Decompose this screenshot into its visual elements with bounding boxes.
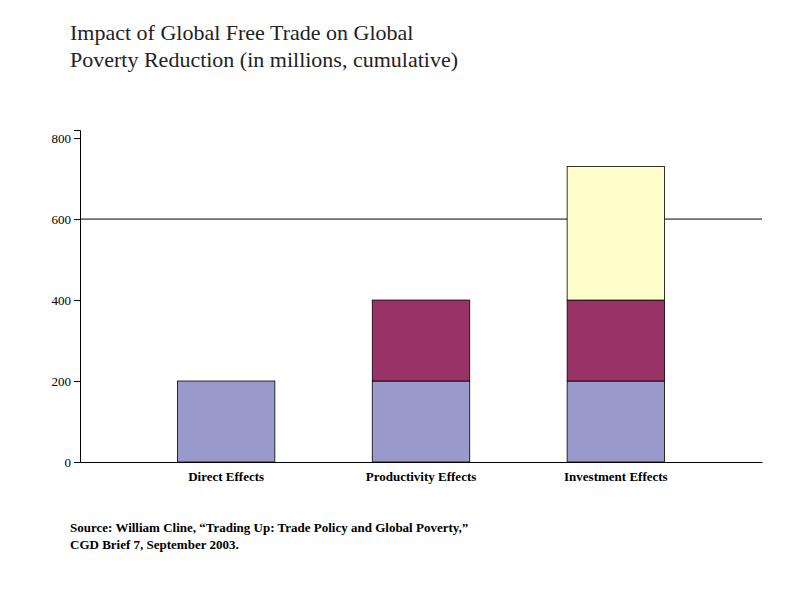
y-tick: 0 — [65, 455, 81, 470]
series — [567, 166, 664, 300]
y-tick-label: 200 — [52, 374, 72, 389]
title: Impact of Global Free Trade on GlobalPov… — [70, 20, 458, 72]
y-axis: 0 200 400 600 800 — [52, 131, 81, 470]
y-tick-mark — [74, 138, 80, 139]
bar — [177, 381, 274, 382]
bar — [567, 300, 664, 381]
y-tick-mark — [74, 219, 80, 220]
y-tick: 600 — [52, 212, 81, 227]
x-tick: Productivity Effects — [366, 469, 477, 484]
x-axis: Direct Effects Productivity Effects Invest… — [81, 463, 763, 485]
bar — [372, 300, 469, 301]
bar — [177, 381, 274, 382]
x-tick: Investment Effects — [564, 469, 668, 484]
y-tick-label: 800 — [52, 131, 72, 146]
bar — [372, 381, 469, 462]
bar — [567, 381, 664, 462]
y-tick-mark — [74, 381, 80, 382]
chart: Impact of Global Free Trade on GlobalPov… — [0, 0, 792, 612]
x-axis-line — [81, 462, 763, 463]
y-tick: 400 — [52, 293, 81, 308]
y-tick-mark — [74, 462, 80, 463]
y-tick: 800 — [52, 131, 81, 146]
x-tick-label: Direct Effects — [188, 469, 264, 484]
series — [372, 300, 664, 381]
y-tick-label: 600 — [52, 212, 72, 227]
series — [177, 381, 664, 462]
bar — [567, 166, 664, 300]
y-tick-label: 0 — [65, 455, 72, 470]
y-tick-label: 400 — [52, 293, 72, 308]
x-tick-label: Investment Effects — [564, 469, 668, 484]
y-tick: 200 — [52, 374, 81, 389]
x-tick: Direct Effects — [188, 469, 264, 484]
annotation: Source: William Cline, “Trading Up: Trad… — [70, 520, 468, 552]
plot-area — [80, 166, 762, 462]
bar — [372, 300, 469, 381]
bar — [177, 381, 274, 462]
y-axis-line — [74, 131, 81, 463]
x-tick-label: Productivity Effects — [366, 469, 477, 484]
y-tick-mark — [74, 300, 80, 301]
